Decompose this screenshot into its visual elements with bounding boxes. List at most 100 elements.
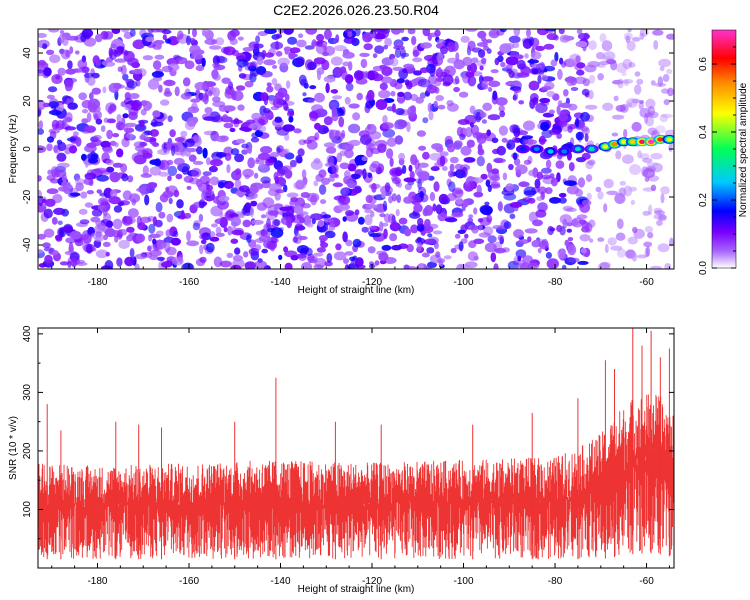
noise-blob — [495, 97, 508, 106]
noise-blob — [167, 36, 180, 46]
noise-blob — [364, 214, 373, 226]
noise-blob — [53, 145, 58, 154]
noise-blob — [576, 214, 588, 220]
noise-blob — [558, 111, 568, 123]
noise-blob — [349, 256, 356, 261]
noise-blob — [576, 29, 583, 35]
noise-blob — [428, 111, 434, 121]
noise-blob — [537, 74, 542, 84]
noise-blob — [585, 222, 593, 233]
noise-blob — [38, 59, 47, 66]
noise-blob — [465, 29, 478, 32]
noise-blob — [588, 40, 597, 50]
noise-blob — [541, 174, 551, 180]
noise-blob — [345, 211, 359, 222]
noise-blob — [424, 218, 431, 228]
noise-blob — [123, 50, 129, 56]
noise-blob — [408, 164, 413, 172]
noise-blob — [467, 217, 474, 224]
noise-blob — [418, 262, 424, 269]
noise-blob — [151, 71, 164, 78]
noise-blob — [205, 242, 215, 253]
noise-blob — [314, 257, 327, 268]
noise-blob — [380, 76, 393, 84]
noise-blob — [494, 247, 506, 254]
spectrogram-y-tick-label: 40 — [22, 47, 33, 59]
noise-blob — [108, 196, 121, 205]
noise-blob — [282, 165, 293, 171]
noise-blob — [567, 237, 574, 242]
noise-blob — [645, 245, 651, 257]
noise-blob — [271, 78, 278, 86]
signal-point — [574, 146, 581, 152]
noise-blob — [505, 183, 514, 192]
noise-blob — [603, 51, 616, 61]
noise-blob — [499, 43, 512, 54]
noise-blob — [248, 247, 260, 256]
noise-blob — [390, 90, 396, 97]
noise-blob — [189, 44, 201, 56]
signal-point — [561, 149, 568, 154]
spectrogram-x-tick-label: -160 — [179, 277, 199, 288]
snr-x-tick-label: -60 — [639, 576, 654, 587]
noise-blob — [459, 264, 471, 269]
noise-blob — [116, 46, 125, 51]
noise-blob — [389, 167, 403, 177]
noise-blob — [596, 52, 605, 60]
noise-blob — [192, 134, 202, 144]
noise-blob — [639, 107, 651, 118]
noise-blob — [597, 73, 604, 81]
noise-blob — [174, 86, 180, 97]
noise-blob — [515, 164, 528, 175]
snr-panel: -180 -160 -140 -120 -100 -80 -60 100 200 300 400 H… — [8, 325, 675, 595]
noise-blob — [277, 57, 290, 66]
noise-blob — [654, 210, 666, 215]
noise-blob — [577, 33, 591, 40]
noise-blob — [260, 146, 273, 154]
noise-blob — [82, 233, 92, 244]
noise-blob — [477, 148, 485, 156]
noise-blob — [508, 163, 514, 171]
noise-blob — [316, 70, 322, 81]
noise-blob — [395, 209, 400, 217]
noise-blob — [391, 244, 402, 251]
noise-blob — [210, 205, 223, 217]
noise-blob — [38, 33, 47, 38]
noise-blob — [427, 236, 439, 245]
signal-point — [648, 139, 655, 144]
noise-blob — [43, 208, 53, 219]
noise-blob — [550, 59, 558, 67]
noise-blob — [48, 128, 61, 134]
noise-blob — [369, 163, 378, 173]
noise-blob — [450, 247, 457, 254]
noise-blob — [493, 158, 506, 164]
noise-blob — [404, 79, 410, 86]
noise-blob — [556, 224, 563, 233]
noise-blob — [556, 105, 561, 115]
noise-blob — [460, 145, 472, 156]
noise-blob — [388, 195, 393, 204]
noise-blob — [67, 102, 78, 110]
noise-blob — [233, 118, 240, 124]
noise-blob — [241, 143, 249, 149]
noise-blob — [639, 100, 644, 104]
noise-blob — [499, 110, 506, 118]
noise-blob — [521, 135, 534, 140]
noise-blob — [665, 129, 674, 137]
noise-blob — [378, 252, 389, 262]
noise-blob — [397, 120, 408, 128]
noise-blob — [340, 66, 347, 74]
noise-blob — [660, 193, 665, 204]
noise-blob — [479, 111, 487, 118]
noise-blob — [396, 78, 405, 84]
noise-blob — [251, 112, 262, 121]
noise-blob — [638, 101, 644, 110]
noise-blob — [449, 163, 455, 172]
noise-blob — [246, 119, 256, 124]
noise-blob — [250, 137, 260, 143]
noise-blob — [43, 67, 52, 77]
noise-blob — [48, 29, 60, 33]
noise-blob — [449, 156, 459, 164]
noise-blob — [255, 230, 269, 236]
noise-blob — [546, 258, 559, 269]
